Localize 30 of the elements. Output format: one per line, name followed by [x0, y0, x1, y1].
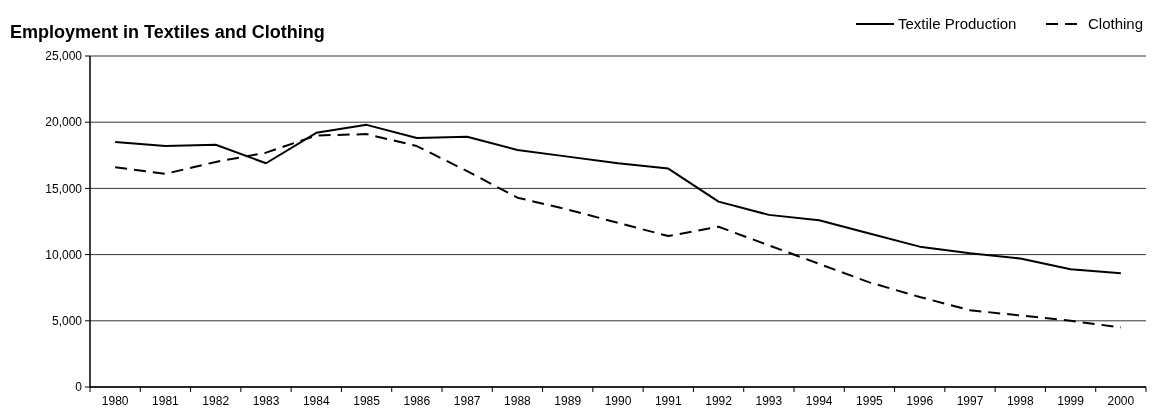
legend-label: Clothing	[1088, 15, 1144, 33]
x-tick-label: 1989	[554, 394, 582, 408]
x-tick-label: 1993	[755, 394, 783, 408]
x-tick-label: 1981	[152, 394, 180, 408]
y-tick-label: 10,000	[45, 247, 83, 262]
x-tick-label: 1996	[906, 394, 934, 408]
chart-title: Employment in Textiles and Clothing	[10, 22, 325, 42]
x-tick-label: 1999	[1057, 394, 1085, 408]
x-tick-label: 1998	[1006, 394, 1034, 408]
y-tick-label: 20,000	[45, 115, 83, 130]
y-tick-label: 15,000	[45, 181, 83, 196]
x-tick-label: 1985	[353, 394, 381, 408]
x-tick-label: 2000	[1107, 394, 1135, 408]
legend-label: Textile Production	[898, 15, 1017, 33]
x-tick-label: 1997	[956, 394, 984, 408]
x-tick-label: 1982	[202, 394, 230, 408]
x-tick-label: 1986	[403, 394, 431, 408]
x-tick-label: 1992	[705, 394, 733, 408]
x-tick-label: 1990	[604, 394, 632, 408]
y-tick-label: 5,000	[51, 314, 83, 328]
y-tick-label: 0	[75, 380, 83, 395]
x-tick-label: 1984	[302, 394, 330, 408]
x-tick-label: 1994	[805, 394, 833, 408]
x-tick-label: 1983	[252, 394, 280, 408]
x-tick-label: 1988	[504, 394, 532, 408]
x-tick-label: 1995	[856, 394, 884, 408]
y-tick-label: 25,000	[45, 49, 83, 64]
x-tick-label: 1987	[453, 394, 481, 408]
x-tick-label: 1991	[654, 394, 682, 408]
x-tick-label: 1980	[101, 394, 129, 408]
